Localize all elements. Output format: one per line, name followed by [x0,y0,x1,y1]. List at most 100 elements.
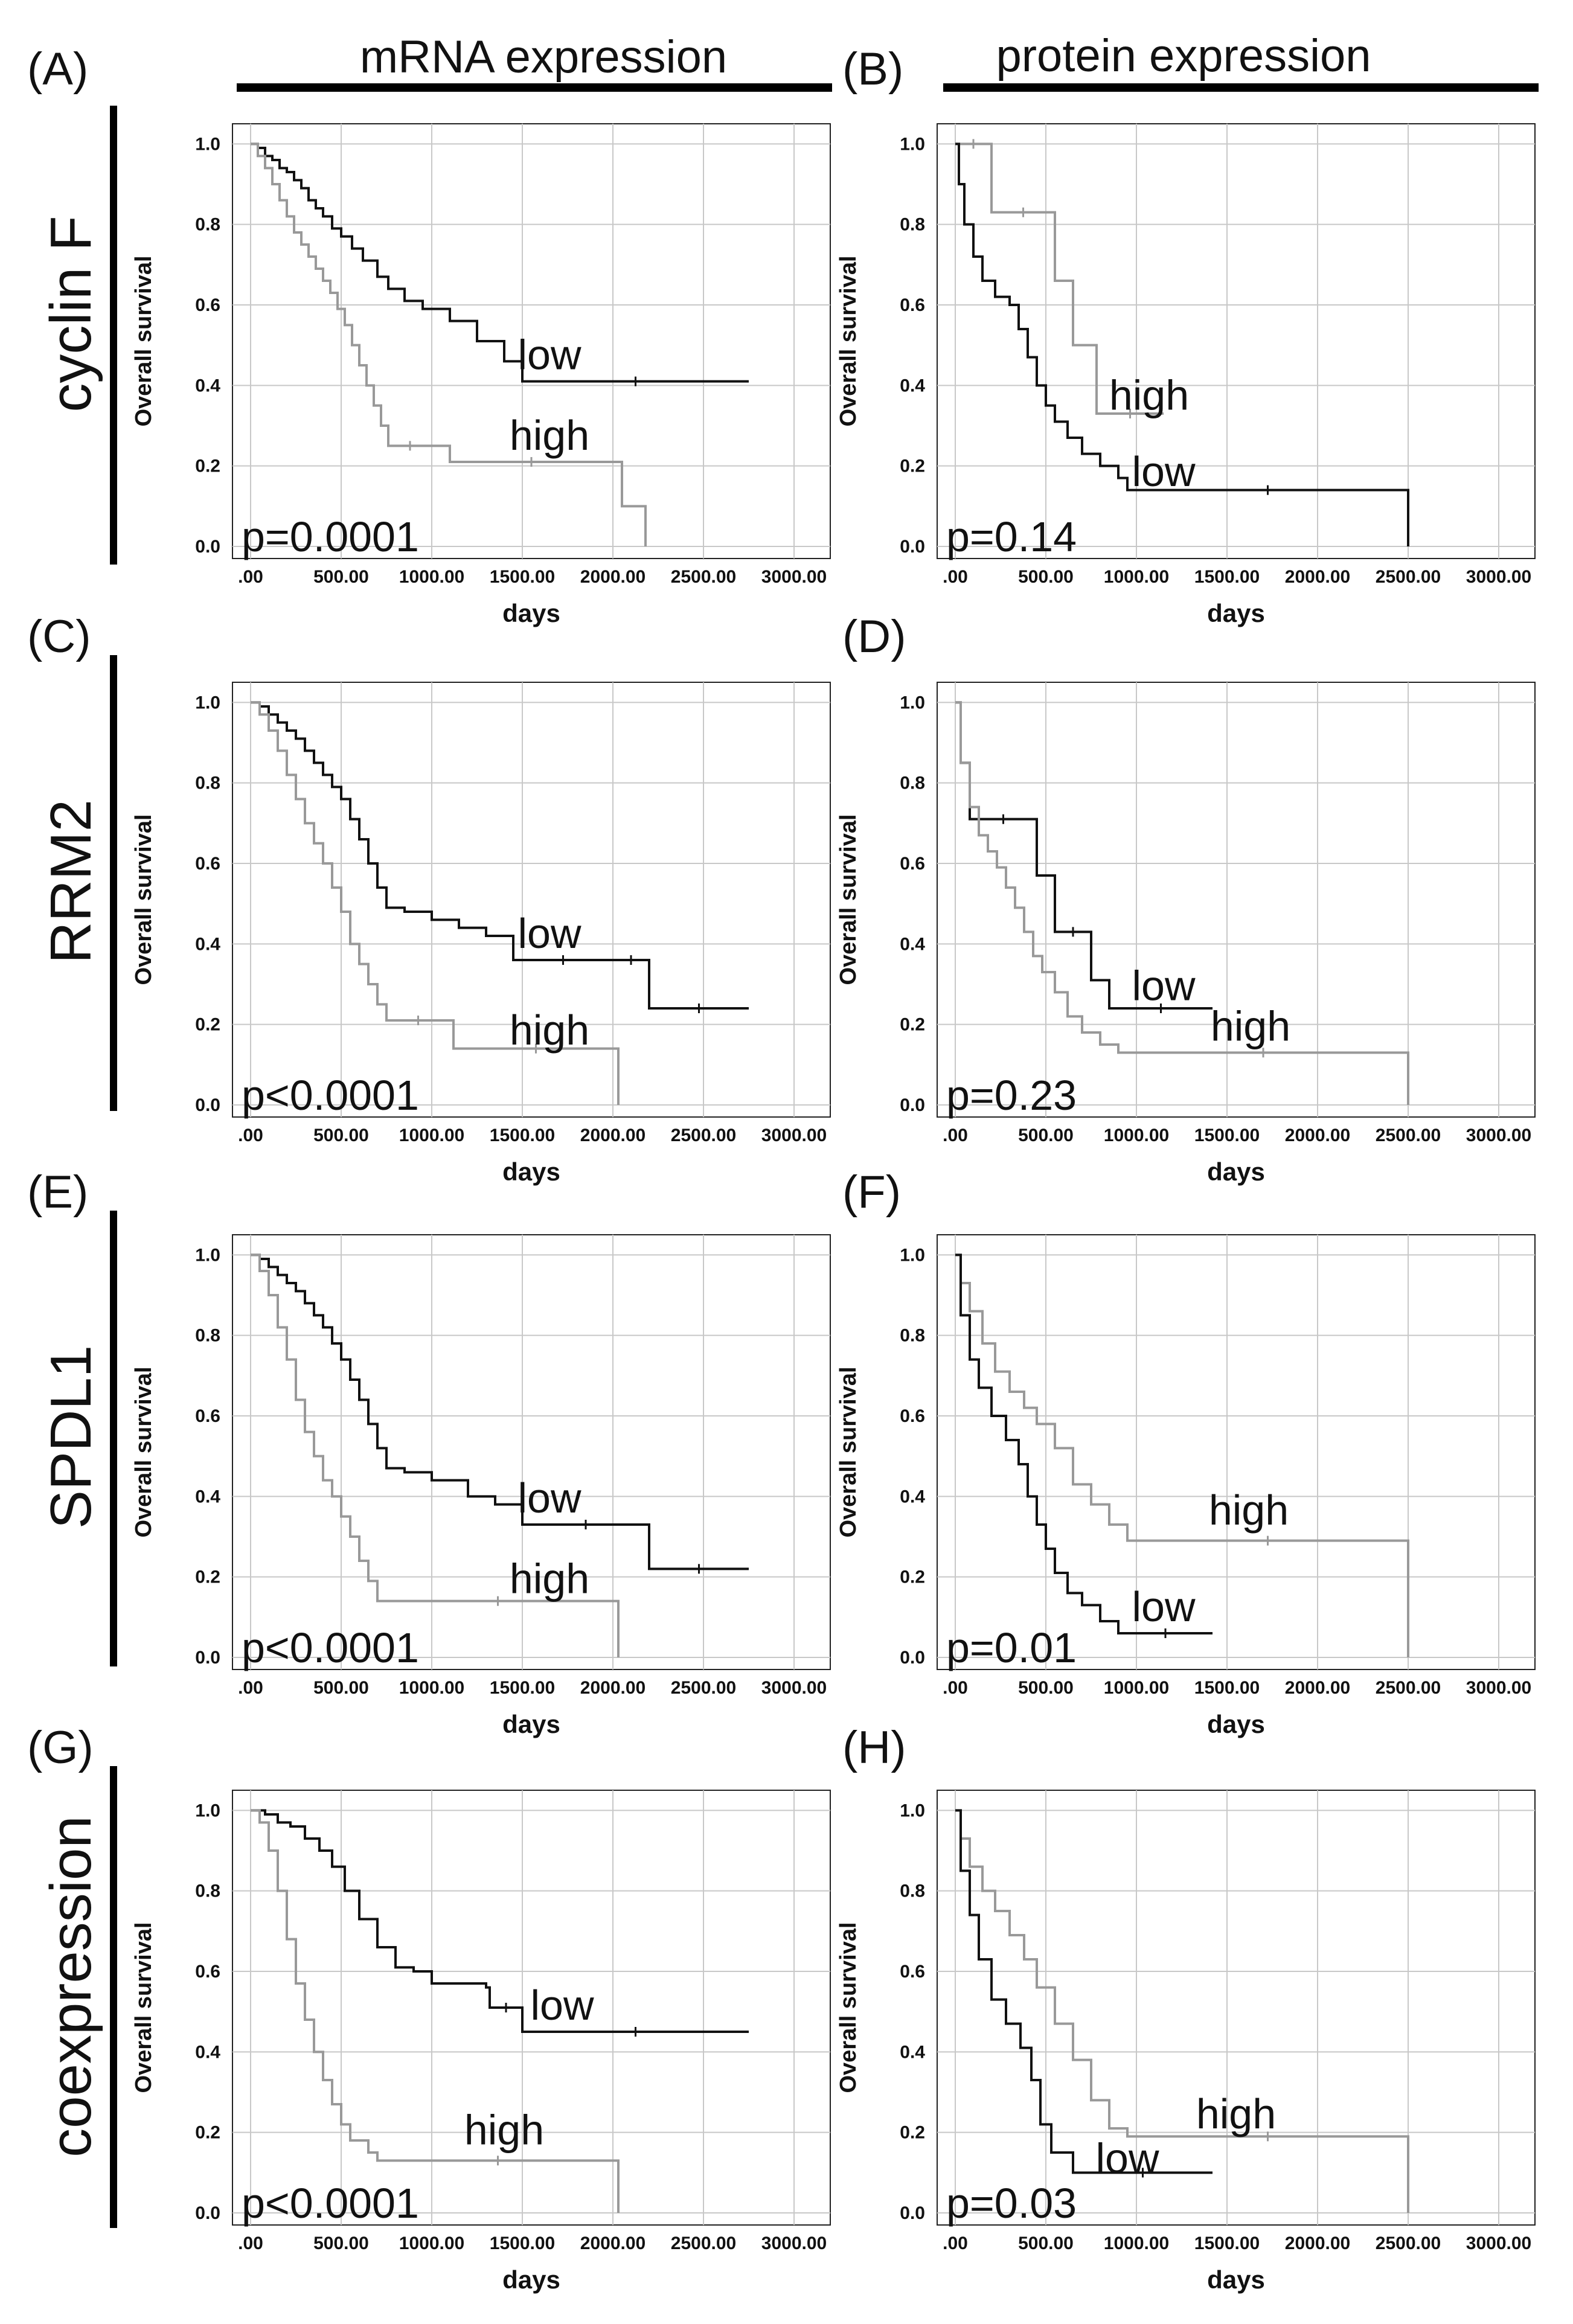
x-tick-label: 3000.00 [761,1678,827,1698]
survival-curve-high [955,1253,1409,1657]
y-axis-label: Overall survival [131,814,156,985]
x-tick-label: 1500.00 [1194,1125,1260,1145]
curve-label-low: low [517,1474,581,1522]
y-tick-label: 0.8 [900,773,925,793]
y-tick-label: 0.0 [195,2203,220,2223]
p-value: p=0.14 [946,513,1077,560]
p-value: p=0.0001 [242,513,419,560]
y-axis-label: Overall survival [836,814,861,985]
panel-c: (C) .00 500.00 1000.00 1500.00 2000.00 2500.00… [27,611,831,1186]
curve-label-high: high [1209,1487,1289,1534]
x-tick-label: 1500.00 [490,2233,555,2253]
curve-label-low: low [530,1982,594,2029]
x-tick-label: 1000.00 [399,1678,464,1698]
panel-label-h: (H) [842,1722,906,1773]
curve-label-high: high [510,1555,589,1602]
curve-label-high: high [1196,2090,1276,2137]
x-tick-label: .00 [943,1678,968,1698]
x-tick-label: 3000.00 [1466,2233,1531,2253]
x-tick-label: 3000.00 [1466,1125,1531,1145]
x-axis-label: days [502,1710,560,1738]
plot-frame [232,682,831,1118]
x-tick-label: .00 [943,1125,968,1145]
curve-label-low: low [517,910,581,957]
y-tick-label: 0.4 [195,376,220,395]
plot-frame [937,682,1536,1118]
y-tick-label: 0.8 [195,773,220,793]
p-value: p<0.0001 [242,2180,419,2227]
x-tick-label: 500.00 [1018,567,1074,587]
y-tick-label: 0.6 [195,1406,220,1426]
y-tick-label: 0.8 [195,1881,220,1901]
y-tick-label: 0.6 [900,295,925,315]
y-tick-label: 0.4 [195,934,220,954]
survival-curve-low [955,1809,1213,2174]
y-tick-label: 1.0 [900,1245,925,1265]
y-tick-label: 0.4 [195,2042,220,2062]
panel-d: (D) .00 500.00 1000.00 1500.00 2000.00 2500.00… [836,611,1536,1186]
y-tick-label: 0.0 [900,2203,925,2223]
panel-b: (B) .00 500.00 1000.00 1500.00 2000.00 2500.00… [836,43,1536,627]
curve-label-low: low [1132,448,1195,495]
x-axis-label: days [1207,1157,1265,1186]
x-tick-label: 1000.00 [1104,1678,1169,1698]
y-tick-label: 1.0 [195,1245,220,1265]
y-tick-label: 0.6 [195,1962,220,1982]
survival-curve-high [251,1809,620,2213]
y-tick-label: 0.4 [900,2042,925,2062]
row-label-spdl1: SPDL1 [39,1345,103,1529]
curve-label-high: high [464,2107,544,2154]
y-axis-label: Overall survival [131,1922,156,2093]
plot-frame [232,1234,831,1670]
y-tick-label: 0.2 [900,1567,925,1587]
x-axis-label: days [502,1157,560,1186]
survival-curve-low [251,1809,749,2033]
x-tick-label: 2000.00 [580,567,646,587]
y-tick-label: 1.0 [900,134,925,154]
y-tick-label: 1.0 [195,1801,220,1820]
x-tick-label: 2500.00 [671,2233,736,2253]
y-tick-label: 0.2 [195,1567,220,1587]
x-tick-label: 3000.00 [1466,567,1531,587]
panel-label-c: (C) [27,611,91,662]
x-tick-label: 3000.00 [1466,1678,1531,1698]
x-axis-label: days [1207,1710,1265,1738]
y-tick-label: 1.0 [900,693,925,712]
plot-frame [937,1790,1536,2226]
x-tick-label: .00 [943,567,968,587]
y-tick-label: 0.8 [900,1881,925,1901]
y-axis-label: Overall survival [836,1922,861,2093]
y-tick-label: 0.2 [195,2123,220,2143]
x-tick-label: 2500.00 [1376,1678,1441,1698]
p-value: p=0.03 [946,2180,1077,2227]
y-tick-label: 0.0 [195,1648,220,1668]
y-axis-label: Overall survival [836,255,861,426]
curve-label-low: low [1132,962,1195,1010]
y-tick-label: 0.4 [195,1487,220,1506]
x-tick-label: 2000.00 [1285,567,1350,587]
y-tick-label: 0.8 [900,1326,925,1346]
y-tick-label: 0.0 [900,1648,925,1668]
x-tick-label: 2000.00 [1285,1678,1350,1698]
y-tick-label: 0.2 [195,1015,220,1035]
y-tick-label: 0.6 [900,1962,925,1982]
survival-curve-high [955,142,1164,415]
x-tick-label: 1000.00 [399,2233,464,2253]
p-value: p<0.0001 [242,1624,419,1671]
y-tick-label: 0.6 [195,295,220,315]
panel-f: (F) .00 500.00 1000.00 1500.00 2000.00 2500.00… [836,1167,1536,1738]
x-tick-label: 500.00 [1018,2233,1074,2253]
plot-frame [937,123,1536,559]
panel-label-d: (D) [842,611,906,662]
x-tick-label: 2500.00 [1376,2233,1441,2253]
x-tick-label: 2000.00 [1285,1125,1350,1145]
survival-curve-high [251,142,647,546]
survival-curve-low [251,1253,749,1570]
p-value: p=0.01 [946,1624,1077,1671]
y-tick-label: 0.6 [900,854,925,874]
y-tick-label: 0.2 [195,456,220,476]
x-tick-label: 2000.00 [1285,2233,1350,2253]
panel-label-e: (E) [27,1167,88,1218]
y-tick-label: 0.0 [195,1095,220,1115]
